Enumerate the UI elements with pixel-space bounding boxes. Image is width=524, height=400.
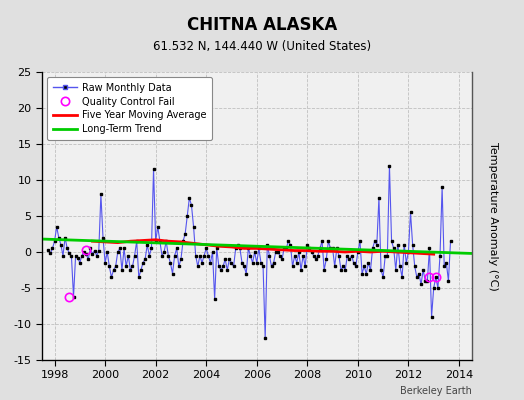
Y-axis label: Temperature Anomaly (°C): Temperature Anomaly (°C)	[488, 142, 498, 290]
Text: 61.532 N, 144.440 W (United States): 61.532 N, 144.440 W (United States)	[153, 40, 371, 53]
Text: Berkeley Earth: Berkeley Earth	[400, 386, 472, 396]
Text: CHITNA ALASKA: CHITNA ALASKA	[187, 16, 337, 34]
Legend: Raw Monthly Data, Quality Control Fail, Five Year Moving Average, Long-Term Tren: Raw Monthly Data, Quality Control Fail, …	[47, 77, 212, 140]
